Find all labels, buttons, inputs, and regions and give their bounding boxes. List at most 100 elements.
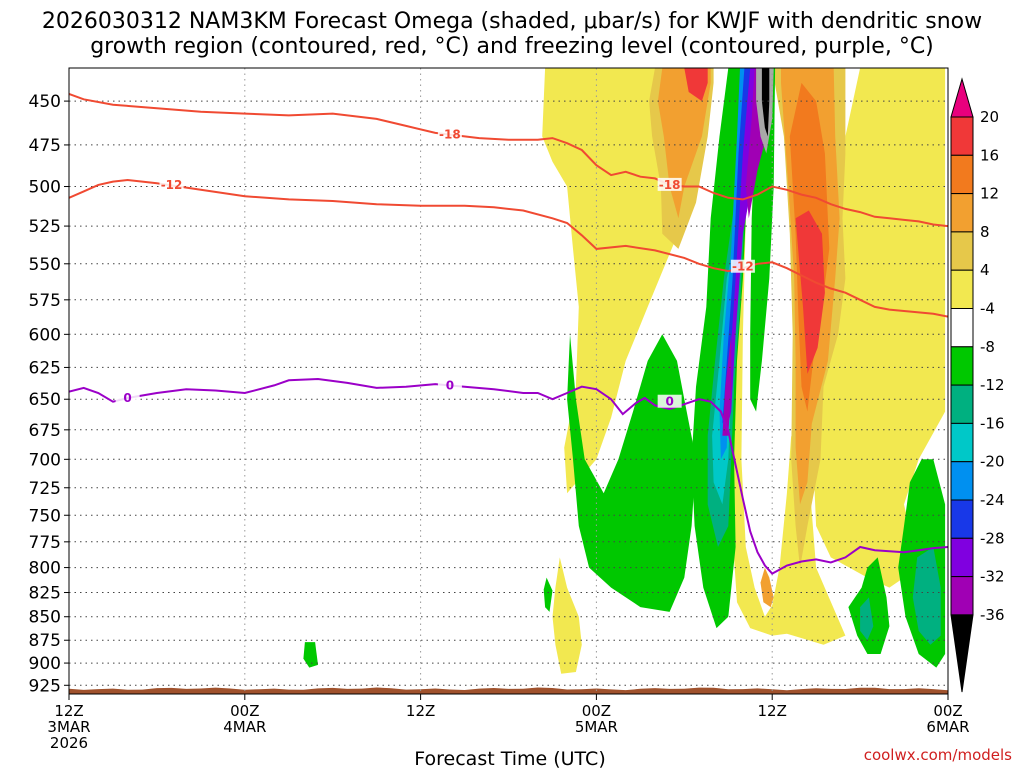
contour-label-bg-2-1	[437, 378, 462, 392]
colorbar-segment-10	[950, 499, 974, 539]
y-tick-label-925: 925	[29, 676, 61, 696]
colorbar-label-13: -36	[980, 606, 1005, 624]
y-tick-label-725: 725	[29, 479, 61, 499]
colorbar-label-1: 16	[980, 146, 999, 164]
omega-region-10	[684, 68, 708, 102]
credit-text: coolwx.com/models	[864, 746, 1012, 764]
colorbar-segment-5	[950, 308, 974, 348]
contour-line-1	[69, 178, 948, 318]
contour-label-bg-2-2	[657, 394, 682, 408]
colorbar-label-9: -20	[980, 453, 1005, 471]
omega-region-3	[552, 557, 582, 674]
y-tick-label-550: 550	[29, 255, 61, 275]
colorbar-bottom-arrow	[950, 614, 974, 693]
contour-label-bg-0-0	[437, 127, 462, 141]
plot-frame	[68, 67, 949, 695]
y-tick-label-875: 875	[29, 631, 61, 651]
y-tick-label-675: 675	[29, 421, 61, 441]
ground-layer	[69, 687, 948, 694]
colorbar: 20 16 12 8 4 -4 -8 -12 -16 -20 -24 -28 -32 -36	[950, 77, 1005, 693]
colorbar-segment-6	[950, 346, 974, 386]
y-tick-label-750: 750	[29, 506, 61, 526]
omega-shading	[303, 68, 946, 674]
y-tick-label-650: 650	[29, 390, 61, 410]
colorbar-segment-3	[950, 231, 974, 271]
omega-region-29	[761, 68, 770, 137]
colorbar-segment-2	[950, 193, 974, 233]
title: 2026030312 NAM3KM Forecast Omega (shaded…	[42, 9, 982, 59]
title-line-1: 2026030312 NAM3KM Forecast Omega (shaded…	[42, 9, 982, 34]
colorbar-segment-0	[950, 116, 974, 156]
colorbar-segment-12	[950, 576, 974, 616]
omega-region-8	[760, 567, 774, 608]
omega-region-21	[860, 597, 874, 641]
x-tick-label-36-2: 5MAR	[575, 718, 618, 736]
contour-label-bg-1-0	[159, 177, 184, 191]
x-tick-label-36-1: 00Z	[582, 702, 611, 720]
y-tick-label-450: 450	[29, 92, 61, 112]
contour-label-1-0: -12	[161, 178, 183, 192]
contour-line-0	[69, 92, 948, 228]
y-tick-label-625: 625	[29, 358, 61, 378]
contour-label-2-2: 0	[665, 395, 673, 409]
y-tick-label-850: 850	[29, 608, 61, 628]
omega-region-27	[722, 334, 732, 436]
colorbar-label-8: -16	[980, 414, 1005, 432]
contour-label-1-1: -12	[732, 260, 754, 274]
colorbar-label-4: 4	[980, 261, 990, 279]
colorbar-segment-11	[950, 537, 974, 578]
colorbar-label-2: 12	[980, 185, 999, 203]
contour-label-2-1: 0	[446, 378, 454, 392]
colorbar-top-arrow	[950, 77, 974, 118]
colorbar-segment-8	[950, 422, 974, 463]
x-tick-label-0-1: 12Z	[54, 702, 83, 720]
title-line-2: growth region (contoured, red, °C) and f…	[90, 34, 934, 59]
omega-region-18	[543, 577, 553, 612]
x-axis-label: Forecast Time (UTC)	[414, 748, 605, 768]
omega-region-11	[795, 210, 825, 374]
colorbar-label-7: -12	[980, 376, 1005, 394]
omega-region-17	[303, 642, 318, 668]
y-tick-label-825: 825	[29, 584, 61, 604]
colorbar-label-6: -8	[980, 338, 995, 356]
colorbar-label-3: 8	[980, 223, 990, 241]
colorbar-label-12: -32	[980, 568, 1005, 586]
ground-surface	[69, 687, 948, 694]
y-tick-label-775: 775	[29, 533, 61, 553]
contour-line-2	[69, 377, 948, 575]
y-tick-label-800: 800	[29, 559, 61, 579]
y-axis: 450 475 500 525 550 575 600 625 650 675 700 725 750 7…	[29, 92, 69, 696]
x-tick-label-12-2: 4MAR	[223, 718, 266, 736]
contour-label-0-0: -18	[439, 128, 461, 142]
y-tick-label-575: 575	[29, 291, 61, 311]
colorbar-label-10: -24	[980, 491, 1005, 509]
grid-lines	[68, 68, 949, 694]
colorbar-label-11: -28	[980, 529, 1005, 547]
colorbar-label-5: -4	[980, 300, 995, 318]
omega-region-1	[813, 68, 946, 588]
x-tick-label-24-1: 12Z	[406, 702, 435, 720]
x-tick-label-48-1: 12Z	[758, 702, 787, 720]
y-tick-label-475: 475	[29, 136, 61, 156]
y-tick-label-700: 700	[29, 450, 61, 470]
x-tick-label-60-2: 6MAR	[926, 718, 969, 736]
y-tick-label-900: 900	[29, 654, 61, 674]
x-tick-label-0-3: 2026	[50, 734, 88, 752]
contour-label-bg-2-0	[115, 390, 140, 404]
colorbar-segment-9	[950, 461, 974, 501]
colorbar-label-0: 20	[980, 108, 999, 126]
contour-label-bg-1-1	[730, 259, 755, 273]
y-tick-label-500: 500	[29, 178, 61, 198]
contour-label-0-1: -18	[659, 178, 681, 192]
x-tick-label-0-2: 3MAR	[47, 718, 90, 736]
colorbar-segment-7	[950, 384, 974, 424]
y-tick-label-525: 525	[29, 217, 61, 237]
colorbar-segment-1	[950, 154, 974, 195]
contour-label-bg-0-1	[657, 177, 682, 191]
x-tick-label-60-1: 00Z	[933, 702, 962, 720]
y-tick-label-600: 600	[29, 325, 61, 345]
contour-label-2-0: 0	[123, 391, 131, 405]
omega-region-20	[912, 547, 941, 645]
